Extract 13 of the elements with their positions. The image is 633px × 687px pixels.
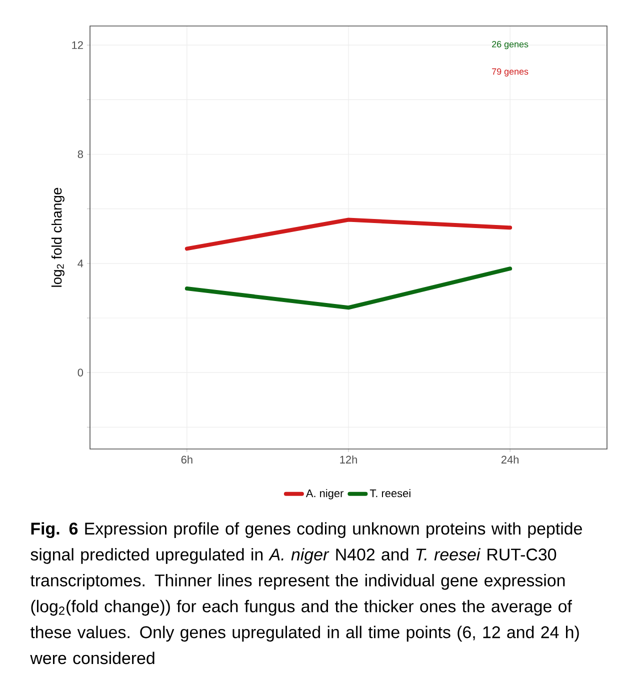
x-tick-label: 12h [340, 456, 357, 464]
y-tick-label: 4 [78, 260, 84, 268]
y-axis-title: log$_{2}$ fold change [51, 188, 64, 287]
x-tick-label: 6h [181, 456, 192, 464]
legend-label: A. niger [306, 489, 344, 500]
y-tick-label: 0 [78, 368, 84, 376]
text: Fig. 6 Expression profile of genes coding unknown proteins with peptide signal predicted upregulated in A. niger N402 and T. reesei RUT-C30 transcriptomes. Thinner lines represent the individual gene expression (log$_{2}$(fold change)) for each fungus and the thicker ones the average of these values. Only genes upregulated in all time points (6, 12 and 24 h) were considered [30, 522, 582, 664]
annotation: 79 genes [492, 68, 528, 76]
x-tick-label: 24h [501, 456, 518, 464]
y-tick-label: 8 [78, 150, 83, 158]
legend-label: T. reesei [370, 489, 410, 498]
annotation: 26 genes [492, 41, 528, 50]
y-tick-label: 12 [72, 41, 83, 49]
